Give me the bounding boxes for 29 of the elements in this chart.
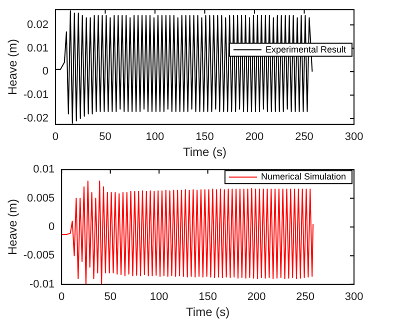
x-tick-label: 50: [99, 131, 112, 144]
x-tick-label: 300: [344, 291, 364, 304]
y-tick-label: 0: [42, 66, 48, 78]
x-tick-label: 150: [198, 291, 217, 304]
x-tick-label: 200: [247, 291, 266, 304]
y-tick-label: -0.01: [30, 278, 55, 290]
y-tick-label: 0: [48, 221, 55, 234]
legend-label: Experimental Result: [265, 44, 346, 54]
y-axis-title: Heave (m): [6, 38, 20, 96]
y-tick-label: -0.02: [23, 112, 48, 125]
y-axis-title: Heave (m): [6, 198, 20, 256]
y-tick-label: -0.005: [23, 250, 55, 262]
x-tick-label: 300: [344, 131, 364, 144]
y-tick-label: 0.02: [27, 18, 48, 31]
x-tick-label: 100: [146, 131, 164, 144]
y-tick-label: 0.01: [33, 164, 55, 176]
x-tick-label: 0: [58, 291, 65, 304]
y-tick-label: 0.005: [27, 192, 55, 204]
x-tick-label: 250: [296, 291, 314, 304]
x-tick-label: 100: [150, 291, 168, 304]
x-tick-label: 50: [104, 291, 116, 304]
x-axis-title: Time (s): [186, 305, 230, 320]
x-tick-label: 200: [245, 131, 264, 144]
y-tick-label: -0.01: [23, 89, 48, 102]
y-tick-label: 0.01: [27, 42, 48, 54]
x-tick-label: 150: [196, 131, 214, 144]
x-tick-label: 250: [295, 131, 314, 144]
x-axis-title: Time (s): [182, 145, 227, 160]
legend-label: Numerical Simulation: [260, 172, 346, 182]
